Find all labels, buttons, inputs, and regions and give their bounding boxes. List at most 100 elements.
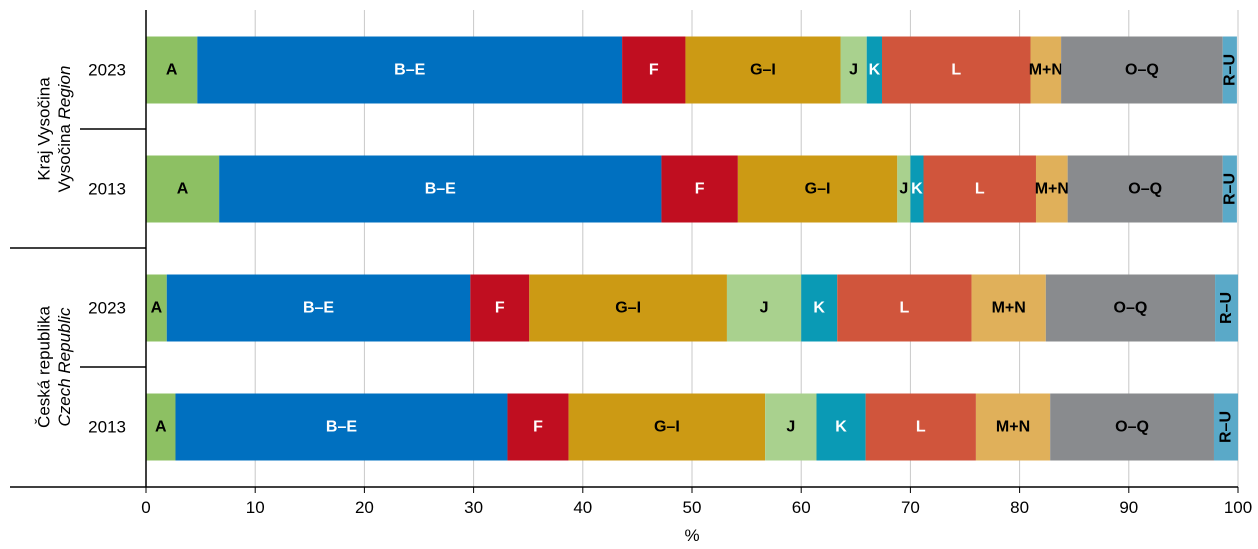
group-label-line2: Vysočina Region [55, 66, 74, 193]
bar-segment-ru [1215, 274, 1238, 342]
bar-segment-gi [737, 155, 898, 223]
bar-segment-a [146, 36, 198, 104]
segment-label: B–E [326, 419, 357, 436]
x-tick-label: 80 [1010, 498, 1029, 517]
segment-label: G–I [750, 62, 776, 79]
bar-segment-k [866, 36, 883, 104]
bar-segment-f [507, 393, 569, 461]
bar-segment-a [146, 393, 176, 461]
bar-segment-ru [1213, 393, 1238, 461]
bar-segment-j [897, 155, 911, 223]
bar-segment-l [837, 274, 972, 342]
bar-segment-oq [1045, 274, 1216, 342]
segment-label: G–I [805, 181, 831, 198]
segment-label: L [900, 300, 910, 317]
segment-label: L [951, 62, 961, 79]
segment-label: B–E [303, 300, 334, 317]
bar-segment-a [146, 155, 220, 223]
segment-label: B–E [425, 181, 456, 198]
segment-label: K [813, 300, 825, 317]
group-label: Česká republika Czech Republic [35, 306, 74, 428]
segment-label: F [649, 62, 659, 79]
bar-segment-mn [971, 274, 1046, 342]
bar-segment-f [470, 274, 530, 342]
segment-label: F [495, 300, 505, 317]
x-tick-label: 50 [683, 498, 702, 517]
bar-segment-be [166, 274, 471, 342]
segment-label: K [835, 419, 847, 436]
segment-label: F [695, 181, 705, 198]
segment-label: J [760, 300, 769, 317]
bar-segment-l [923, 155, 1036, 223]
segment-label: J [899, 181, 908, 198]
x-tick-label: 30 [464, 498, 483, 517]
x-tick-label: 20 [355, 498, 374, 517]
segment-label: M+N [1029, 62, 1063, 79]
group-label-line1: Kraj Vysočina [35, 77, 54, 181]
segment-label: O–Q [1125, 62, 1159, 79]
bar-segment-j [840, 36, 867, 104]
bar-segment-gi [685, 36, 841, 104]
row-year-label: 2023 [88, 299, 126, 318]
segment-label: R–U [1217, 411, 1234, 443]
segment-label: M+N [1035, 181, 1069, 198]
segment-label: G–I [654, 419, 680, 436]
bars: A B–E F G–I J K L M+N O–Q R–UA B–E F G–I J K L M+N O–Q R–U… [146, 36, 1238, 461]
segment-label: L [916, 419, 926, 436]
bar-segment-l [865, 393, 976, 461]
row-year-label: 2013 [88, 180, 126, 199]
bar-segment-ru [1222, 36, 1237, 104]
segment-label: R–U [1221, 54, 1238, 86]
segment-label: G–I [615, 300, 641, 317]
segment-label: R–U [1218, 292, 1235, 324]
bar-segment-f [622, 36, 686, 104]
bar-segment-be [197, 36, 623, 104]
x-tick-label: 0 [141, 498, 150, 517]
bar-segment-mn [975, 393, 1051, 461]
segment-label: O–Q [1114, 300, 1148, 317]
group-label-line1: Česká republika [35, 306, 54, 428]
segment-label: F [533, 419, 543, 436]
bar-segment-mn [1035, 155, 1068, 223]
segment-label: M+N [992, 300, 1026, 317]
bar-segment-a [146, 274, 167, 342]
x-tick-label: 40 [573, 498, 592, 517]
segment-label: R–U [1221, 173, 1238, 205]
bar-segment-gi [568, 393, 766, 461]
bar-segment-f [661, 155, 738, 223]
row-year-label: 2023 [88, 61, 126, 80]
x-tick-label: 70 [901, 498, 920, 517]
bar-segment-oq [1061, 36, 1223, 104]
bar-segment-j [726, 274, 802, 342]
segment-label: O–Q [1115, 419, 1149, 436]
bar-segment-oq [1067, 155, 1223, 223]
segment-label: A [177, 181, 189, 198]
x-tick-label: 60 [792, 498, 811, 517]
bar-segment-ru [1222, 155, 1237, 223]
group-label-line2: Czech Republic [55, 307, 74, 427]
bar-segment-l [882, 36, 1031, 104]
row-year-label: 2013 [88, 418, 126, 437]
axes: 0 10 20 30 40 50 60 70 80 90 100 2023 2013 2023 2013 Kr… [10, 10, 1252, 517]
segment-label: K [911, 181, 923, 198]
x-tick-label: 90 [1119, 498, 1138, 517]
segment-label: A [166, 62, 178, 79]
segment-label: K [869, 62, 881, 79]
segment-label: B–E [394, 62, 425, 79]
bar-segment-be [219, 155, 662, 223]
segment-label: A [151, 300, 163, 317]
segment-label: A [155, 419, 167, 436]
bar-segment-oq [1050, 393, 1214, 461]
x-axis-label: % [684, 526, 699, 545]
group-label: Kraj Vysočina Vysočina Region [35, 66, 74, 193]
bar-segment-k [910, 155, 924, 223]
bar-segment-mn [1030, 36, 1062, 104]
segment-label: J [786, 419, 795, 436]
bar-segment-j [765, 393, 817, 461]
bar-segment-gi [529, 274, 727, 342]
segment-label: L [975, 181, 985, 198]
bar-segment-k [801, 274, 838, 342]
segment-label: J [849, 62, 858, 79]
segment-label: O–Q [1128, 181, 1162, 198]
